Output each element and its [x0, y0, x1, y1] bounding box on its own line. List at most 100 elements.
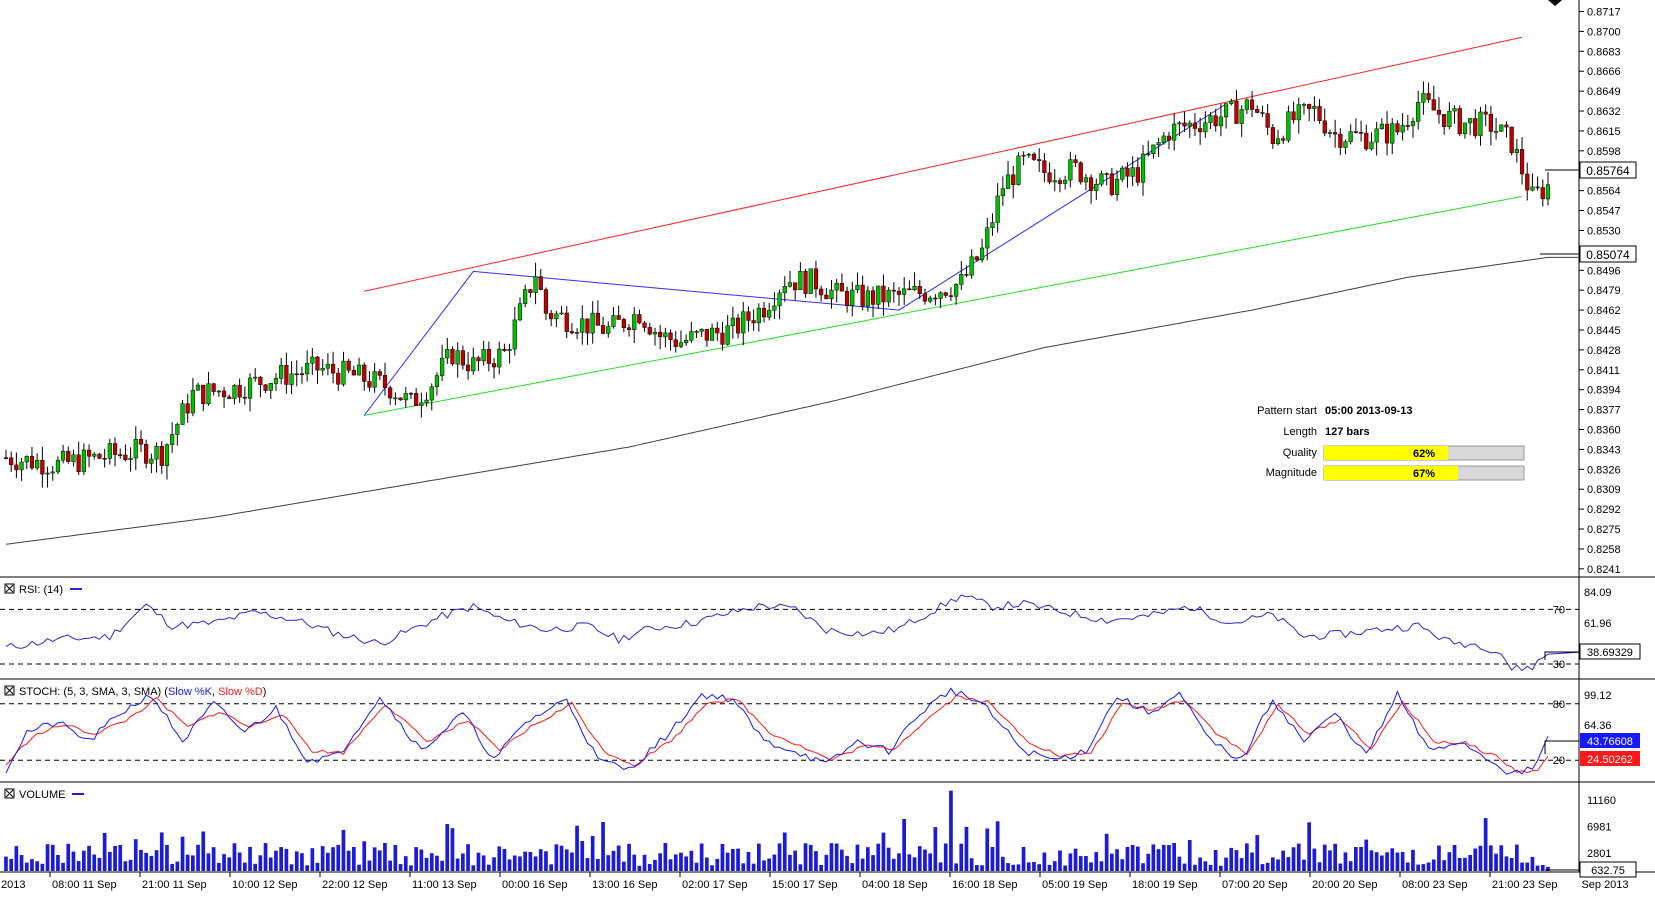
- candle: [574, 332, 580, 334]
- candle: [289, 373, 294, 385]
- candle: [429, 386, 434, 401]
- candle: [206, 383, 211, 404]
- price-pane: 0.8717 0.8700 0.8683 0.8666 0.8649 0.8632 0.86…: [3, 0, 1637, 576]
- candle: [1104, 173, 1109, 175]
- volume-bar: [144, 852, 148, 871]
- volume-bar: [860, 858, 865, 871]
- candle: [242, 396, 247, 399]
- stoch-k-tag: [1580, 733, 1640, 748]
- stoch-d-line: [5, 694, 1549, 774]
- candle: [1307, 104, 1312, 109]
- volume-bar: [403, 856, 408, 871]
- candle: [491, 363, 497, 368]
- volume-bar: [481, 855, 486, 871]
- candle: [1447, 110, 1452, 127]
- volume-bar: [1167, 845, 1171, 871]
- candle: [600, 325, 606, 334]
- candle: [14, 464, 19, 471]
- volume-bar: [1187, 840, 1192, 871]
- volume-bar: [523, 851, 527, 871]
- candle: [9, 457, 14, 466]
- collapse-arrow-icon[interactable]: [1548, 0, 1562, 6]
- candle: [964, 274, 969, 276]
- candle: [808, 268, 813, 294]
- candle: [1468, 118, 1473, 124]
- candle: [1348, 131, 1353, 142]
- volume-axis: 11160 6981 2801: [1587, 795, 1616, 860]
- volume-bar: [689, 850, 694, 871]
- stoch-level-20-label: 20: [1553, 755, 1565, 767]
- candle: [1229, 100, 1234, 104]
- candle: [341, 360, 346, 385]
- stoch-level-80-label: 80: [1553, 699, 1565, 711]
- candle: [1182, 122, 1187, 127]
- volume-bar: [627, 843, 631, 871]
- volume-bar: [554, 844, 559, 871]
- candle: [902, 288, 907, 295]
- volume-bar: [1338, 863, 1343, 871]
- volume-bar: [388, 860, 392, 871]
- price-tick-label: 0.8394: [1587, 385, 1621, 397]
- stoch-title-text: STOCH: (5, 3, SMA, 3, SMA): [19, 686, 161, 698]
- candle: [621, 319, 626, 328]
- volume-bar: [1540, 865, 1545, 871]
- candle: [393, 397, 398, 400]
- candle: [1172, 123, 1177, 141]
- volume-bar: [372, 847, 377, 871]
- candle: [1343, 141, 1348, 148]
- volume-value-tag: [1579, 861, 1637, 878]
- candle: [460, 350, 465, 366]
- candle: [995, 195, 1000, 223]
- volume-bar: [1151, 844, 1156, 871]
- volume-bar: [139, 849, 143, 871]
- candle: [455, 350, 460, 365]
- candle: [1281, 138, 1286, 141]
- candle: [1317, 106, 1322, 121]
- volume-bar: [341, 829, 346, 871]
- volume-bar: [969, 858, 974, 871]
- volume-bar: [123, 861, 128, 871]
- candle: [128, 457, 133, 460]
- candle: [533, 276, 538, 293]
- candle: [1234, 100, 1239, 124]
- volume-bar: [455, 858, 460, 871]
- candle: [29, 456, 35, 469]
- candle: [689, 331, 694, 341]
- volume-bar: [1146, 853, 1151, 871]
- volume-bar: [66, 843, 71, 871]
- pattern-start-label: Pattern start: [1257, 405, 1317, 417]
- candle: [886, 289, 891, 303]
- volume-bar: [487, 864, 491, 871]
- candle: [367, 381, 372, 388]
- volume-tick-label: 6981: [1587, 821, 1611, 833]
- volume-bar: [1141, 863, 1145, 871]
- volume-bar: [1530, 856, 1535, 871]
- volume-bar: [1431, 859, 1436, 871]
- volume-bar: [1011, 864, 1016, 871]
- volume-bar: [71, 851, 76, 871]
- magnitude-label: Magnitude: [1266, 467, 1317, 479]
- time-tick-label: 00:00 16 Sep: [502, 879, 567, 891]
- stoch-d-legend: Slow %D: [218, 686, 263, 698]
- candle: [1005, 174, 1011, 189]
- volume-bar: [24, 862, 29, 871]
- candle: [959, 274, 964, 285]
- price-tick-label: 0.8666: [1587, 66, 1621, 78]
- candle: [1286, 111, 1291, 141]
- candle: [35, 460, 40, 469]
- candle: [642, 322, 647, 328]
- candle: [709, 327, 715, 341]
- candle: [40, 460, 45, 475]
- price-tick-label: 0.8462: [1587, 305, 1621, 317]
- price-axis: 0.8717 0.8700 0.8683 0.8666 0.8649 0.8632 0.86…: [1579, 7, 1621, 576]
- volume-bar: [1546, 866, 1550, 871]
- volume-bar: [367, 860, 372, 871]
- candle: [746, 311, 751, 321]
- volume-bar: [699, 843, 704, 871]
- volume-bar: [476, 852, 481, 871]
- stoch-title-sep2: ,: [212, 686, 218, 698]
- candle: [1011, 174, 1016, 185]
- candle: [1390, 123, 1395, 144]
- volume-bar: [570, 852, 574, 871]
